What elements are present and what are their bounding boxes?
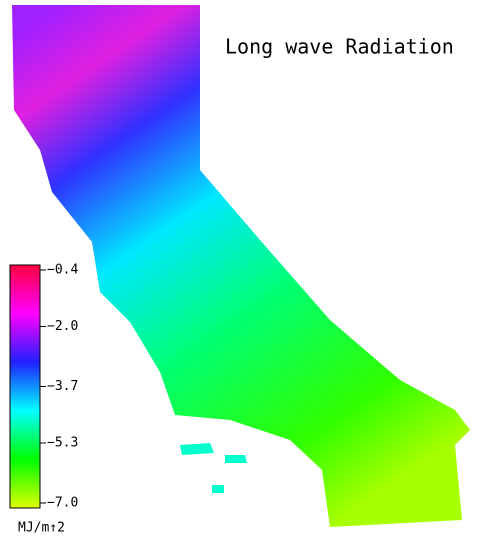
- island: [225, 455, 247, 463]
- island: [212, 485, 224, 493]
- state-map: [12, 5, 470, 527]
- colorbar-ticks: −0.4 −2.0 −3.7 −5.3 −7.0: [40, 263, 78, 511]
- colorbar-tick-label: −5.3: [47, 435, 78, 450]
- island: [180, 443, 214, 455]
- colorbar-tick-label: −7.0: [47, 496, 78, 511]
- map-title: Long wave Radiation: [225, 35, 454, 59]
- colorbar: [9, 264, 41, 509]
- colorbar-tick-label: −2.0: [47, 319, 78, 334]
- colorbar-unit: MJ/m↑2: [18, 521, 65, 536]
- colorbar-tick-label: −3.7: [47, 379, 78, 394]
- colorbar-tick-label: −0.4: [47, 263, 78, 278]
